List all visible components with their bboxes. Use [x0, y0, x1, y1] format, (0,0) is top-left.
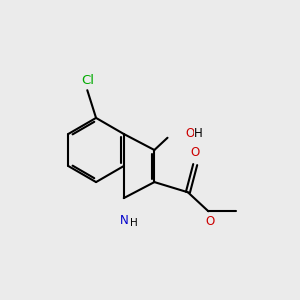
- Text: N: N: [119, 214, 128, 226]
- Text: O: O: [205, 215, 214, 228]
- Text: Cl: Cl: [81, 74, 94, 87]
- Text: H: H: [130, 218, 138, 229]
- Text: H: H: [194, 128, 203, 140]
- Text: O: O: [185, 128, 194, 140]
- Text: O: O: [190, 146, 200, 159]
